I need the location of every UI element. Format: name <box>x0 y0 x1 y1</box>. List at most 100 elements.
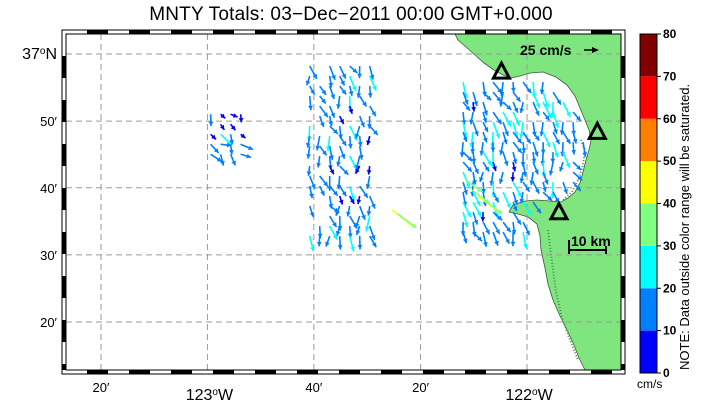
current-arrow <box>542 131 551 148</box>
current-arrow <box>472 231 483 242</box>
current-arrow <box>512 121 519 138</box>
x-tick-label: 122oW <box>505 387 553 405</box>
current-arrow <box>368 195 376 209</box>
current-arrow <box>328 165 335 175</box>
current-arrow <box>519 122 524 139</box>
current-arrow <box>328 115 334 127</box>
current-arrow <box>492 91 502 103</box>
current-arrow <box>490 142 496 152</box>
current-arrow <box>329 125 339 135</box>
current-arrow <box>572 111 582 122</box>
current-arrow <box>347 225 353 238</box>
current-arrow <box>522 81 532 94</box>
current-arrow <box>328 85 335 100</box>
current-arrow <box>329 185 339 197</box>
current-arrow <box>480 212 486 222</box>
current-arrow <box>238 114 244 123</box>
current-arrow <box>572 161 582 171</box>
y-tick-label: 37oN <box>22 46 57 64</box>
current-arrow <box>240 143 254 151</box>
current-arrow <box>499 91 504 107</box>
current-arrow <box>489 172 495 186</box>
current-arrow <box>240 133 246 139</box>
current-arrow <box>328 75 334 88</box>
radar-site-marker <box>586 120 608 140</box>
current-arrow <box>229 134 234 145</box>
current-arrow <box>512 131 523 144</box>
current-arrow <box>305 75 311 86</box>
current-arrow <box>472 161 480 175</box>
current-arrow <box>482 121 489 133</box>
current-arrow <box>482 91 492 101</box>
current-arrow <box>531 152 537 164</box>
current-arrow <box>502 231 511 245</box>
current-arrow <box>328 225 338 240</box>
current-arrow <box>348 195 355 205</box>
current-arrow <box>357 66 362 79</box>
current-arrow <box>472 191 481 207</box>
current-arrow <box>316 236 322 247</box>
colorbar-unit: cm/s <box>637 377 663 391</box>
current-arrow <box>348 135 353 149</box>
current-arrow <box>512 111 521 127</box>
current-arrow <box>571 142 577 155</box>
current-arrow <box>472 201 482 217</box>
current-arrow <box>336 155 341 167</box>
current-arrow <box>519 101 525 114</box>
colorbar-tick-label: 40 <box>663 197 677 211</box>
x-tick-label: 20′ <box>412 380 429 395</box>
current-arrow <box>358 205 366 221</box>
current-arrow <box>519 191 525 204</box>
current-arrow <box>230 113 238 118</box>
current-arrow <box>522 221 531 236</box>
current-arrow <box>482 101 489 116</box>
current-arrow <box>471 152 477 164</box>
colorbar-tick-label: 60 <box>663 112 677 126</box>
current-arrow <box>355 155 361 170</box>
current-arrow <box>335 205 341 216</box>
current-arrow <box>335 225 341 236</box>
reference-arrow-label: 25 cm/s <box>520 42 572 58</box>
current-arrow <box>308 65 318 80</box>
current-arrow <box>338 195 344 205</box>
current-arrow <box>550 152 556 164</box>
current-arrow <box>369 105 377 117</box>
current-arrow <box>482 221 491 235</box>
colorbar-tick-label: 70 <box>663 69 677 83</box>
current-arrow <box>512 101 519 113</box>
current-arrow <box>472 211 479 225</box>
current-arrow <box>348 75 357 92</box>
current-arrow <box>348 235 355 252</box>
y-tick-label: 50′ <box>40 114 57 129</box>
current-arrow <box>348 85 354 96</box>
colorbar-note: NOTE: Data outside color range will be s… <box>677 83 692 370</box>
current-arrow <box>329 215 338 228</box>
scale-bar: 10 km <box>568 233 611 254</box>
current-arrow <box>368 225 376 241</box>
colorbar-segment <box>640 118 657 162</box>
current-arrow <box>532 181 540 194</box>
current-arrow <box>482 231 488 247</box>
current-arrow <box>492 111 503 125</box>
current-arrow <box>472 171 477 185</box>
current-arrow <box>368 65 375 80</box>
current-arrow <box>357 236 363 250</box>
current-arrow <box>365 175 371 189</box>
x-tick-label: 20′ <box>93 380 110 395</box>
colorbar-tick-label: 80 <box>663 27 677 41</box>
current-arrow <box>510 232 516 247</box>
current-arrow <box>532 141 539 157</box>
current-arrow <box>511 82 516 93</box>
current-arrow <box>479 142 485 156</box>
current-vectors <box>208 65 588 252</box>
current-arrow <box>562 151 571 169</box>
colorbar-segment <box>640 330 657 373</box>
current-arrow <box>319 105 329 118</box>
current-arrow <box>542 171 549 185</box>
current-arrow <box>499 141 504 156</box>
current-arrow <box>552 121 558 135</box>
current-arrow <box>482 111 488 123</box>
current-arrow <box>539 82 545 95</box>
colorbar: 0 10 20 30 40 50 60 70 80 <box>639 27 677 380</box>
current-arrow <box>492 211 503 221</box>
